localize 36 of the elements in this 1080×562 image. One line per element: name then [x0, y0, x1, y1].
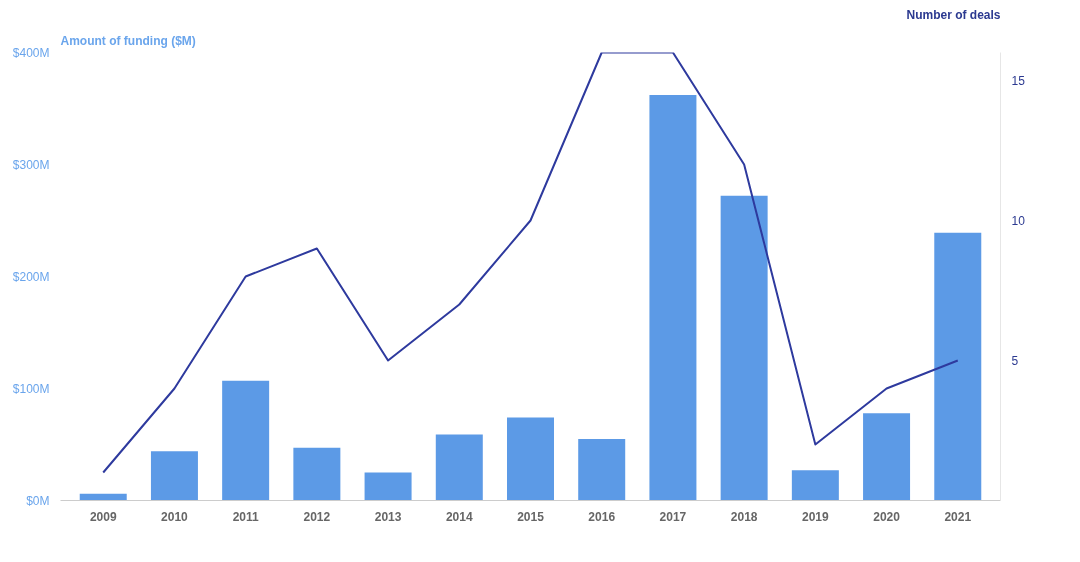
- bar: [578, 438, 626, 501]
- bar: [222, 380, 270, 501]
- y-tick-label: $400M: [12, 45, 50, 60]
- bar: [720, 195, 768, 501]
- x-tick-label: 2010: [161, 509, 189, 524]
- x-tick-label: 2013: [374, 509, 402, 524]
- x-tick-label: 2012: [303, 509, 331, 524]
- bar: [150, 451, 198, 501]
- x-tick-label: 2015: [517, 509, 545, 524]
- x-tick-label: 2017: [659, 509, 687, 524]
- y-axis-title: Amount of funding ($M): [60, 33, 196, 48]
- x-tick-label: 2018: [730, 509, 758, 524]
- bar: [364, 472, 412, 501]
- y2-axis-title: Number of deals: [906, 7, 1001, 22]
- line-series: [102, 52, 959, 474]
- x-tick-label: 2016: [588, 509, 616, 524]
- bar: [791, 470, 839, 501]
- x-tick-label: 2020: [873, 509, 901, 524]
- y2-tick-label: 10: [1011, 214, 1026, 228]
- bar: [863, 413, 911, 501]
- y-tick-label: $200M: [12, 269, 50, 284]
- x-tick-label: 2009: [89, 509, 117, 524]
- bar: [435, 434, 483, 501]
- x-tick-label: 2021: [944, 509, 972, 524]
- x-tick-label: 2011: [232, 509, 259, 524]
- y2-tick-label: 5: [1011, 354, 1019, 368]
- bar: [293, 447, 341, 501]
- y2-tick-label: 15: [1011, 74, 1026, 88]
- bar: [507, 417, 554, 501]
- bar: [934, 232, 982, 501]
- y-tick-label: $300M: [12, 157, 50, 172]
- bar: [649, 95, 697, 501]
- x-tick-label: 2014: [445, 509, 473, 524]
- y-tick-label: $0M: [26, 493, 50, 508]
- y-tick-label: $100M: [12, 381, 50, 396]
- x-tick-label: 2019: [802, 509, 830, 524]
